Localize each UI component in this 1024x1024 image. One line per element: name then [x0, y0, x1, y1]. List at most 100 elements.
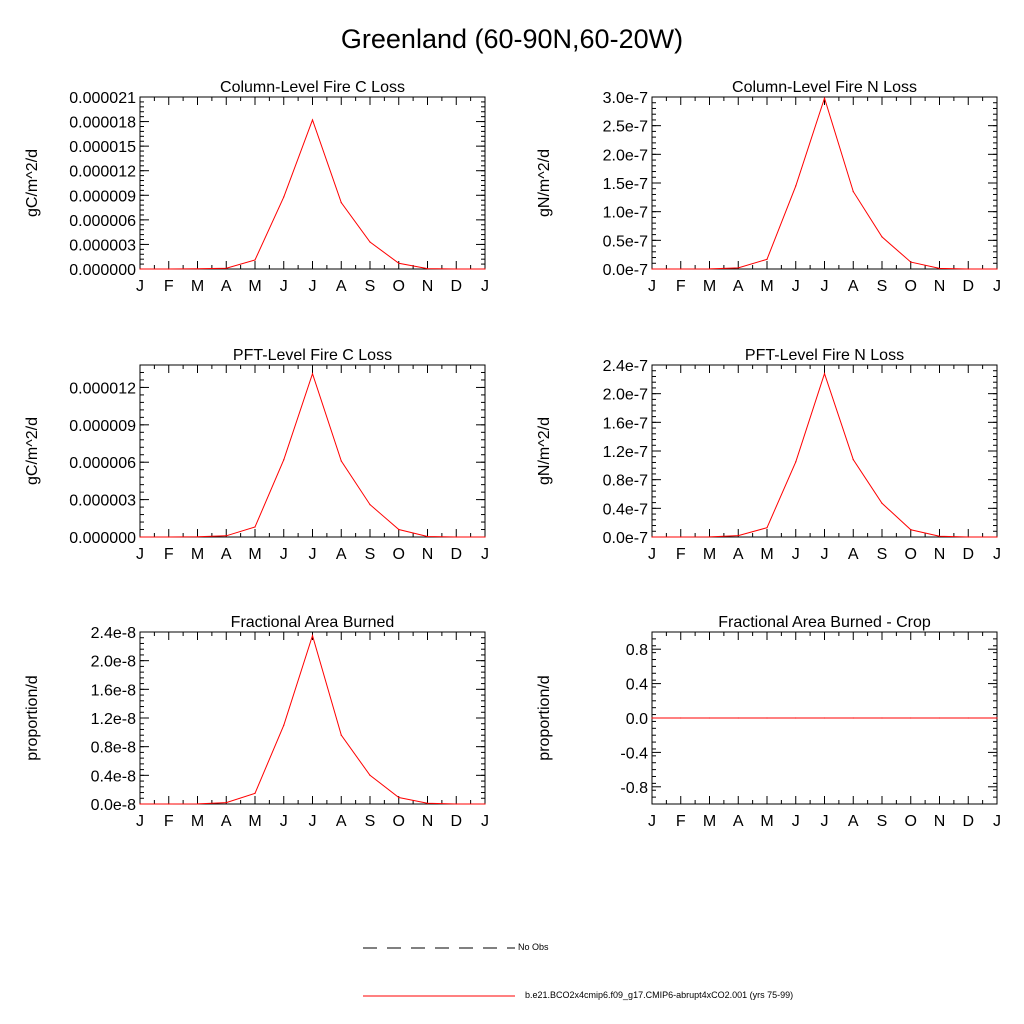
data-point	[196, 536, 199, 538]
legend-label-no-obs: No Obs	[518, 942, 549, 952]
data-point	[910, 717, 912, 719]
x-tick-label: J	[993, 813, 1001, 830]
data-point	[455, 268, 457, 270]
x-tick-label: J	[136, 278, 144, 295]
x-tick-label: M	[248, 813, 261, 830]
x-tick-label: J	[648, 813, 656, 830]
data-point	[168, 803, 170, 805]
data-point	[881, 236, 883, 238]
x-tick-label: J	[821, 546, 829, 563]
x-tick-label: M	[248, 546, 261, 563]
legend-label-model: b.e21.BCO2x4cmip6.f09_g17.CMIP6-abrupt4x…	[525, 990, 794, 1000]
data-point	[910, 261, 912, 263]
y-axis-label: gN/m^2/d	[536, 149, 553, 217]
data-point	[283, 724, 285, 726]
data-point	[823, 373, 826, 375]
y-tick-label: 0.0e-7	[603, 530, 648, 547]
chart-title: Column-Level Fire C Loss	[220, 79, 405, 96]
data-point	[168, 268, 170, 270]
data-point	[996, 268, 998, 270]
data-point	[139, 536, 141, 538]
x-tick-label: M	[703, 813, 716, 830]
data-point	[369, 241, 371, 243]
y-tick-label: 0.000006	[69, 213, 136, 230]
x-tick-label: A	[733, 546, 744, 563]
data-point	[340, 460, 342, 462]
x-tick-label: J	[481, 546, 489, 563]
y-tick-label: 1.6e-7	[603, 415, 648, 432]
x-tick-label: M	[760, 813, 773, 830]
data-point	[283, 196, 285, 198]
x-tick-label: N	[934, 546, 946, 563]
data-point	[254, 792, 256, 794]
data-point	[398, 262, 400, 264]
y-tick-label: 0.000012	[69, 164, 136, 181]
y-tick-label: -0.8	[620, 780, 648, 797]
chart-title: PFT-Level Fire N Loss	[745, 347, 904, 364]
chart-panel-6: Fractional Area Burned - Crop proportion/…	[536, 614, 1001, 830]
data-point	[737, 267, 739, 269]
x-tick-label: A	[221, 278, 232, 295]
data-point	[455, 803, 457, 805]
x-tick-label: S	[877, 546, 888, 563]
x-tick-label: N	[422, 546, 434, 563]
x-tick-label: J	[309, 546, 317, 563]
y-axis-label: proportion/d	[536, 675, 553, 760]
x-tick-label: F	[164, 278, 174, 295]
data-point	[996, 717, 998, 719]
x-tick-label: D	[450, 546, 462, 563]
data-point	[823, 97, 826, 99]
x-tick-label: A	[336, 813, 347, 830]
x-tick-label: M	[191, 278, 204, 295]
data-point	[680, 268, 682, 270]
data-point	[910, 529, 912, 531]
x-tick-label: J	[280, 813, 288, 830]
y-tick-label: 1.2e-7	[603, 444, 648, 461]
x-tick-label: A	[221, 813, 232, 830]
data-point	[426, 802, 429, 804]
data-point	[225, 267, 227, 269]
data-point	[795, 185, 797, 187]
data-point	[225, 801, 227, 804]
x-tick-label: M	[760, 546, 773, 563]
x-tick-label: J	[792, 813, 800, 830]
x-tick-label: O	[393, 546, 405, 563]
y-tick-label: 0.0e-7	[603, 262, 648, 279]
x-tick-label: J	[280, 278, 288, 295]
x-tick-label: J	[792, 278, 800, 295]
data-point	[938, 535, 941, 537]
x-tick-label: S	[365, 278, 376, 295]
data-point	[967, 717, 969, 719]
y-tick-label: 3.0e-7	[603, 90, 648, 107]
data-point	[139, 268, 141, 270]
x-tick-label: M	[703, 278, 716, 295]
chart-title: Fractional Area Burned	[231, 614, 395, 631]
data-point	[455, 536, 457, 538]
data-point	[311, 373, 314, 375]
data-point	[680, 536, 682, 538]
x-tick-label: J	[481, 278, 489, 295]
data-point	[168, 536, 170, 538]
data-point	[881, 717, 883, 719]
y-tick-label: 1.5e-7	[603, 176, 648, 193]
x-tick-label: J	[993, 546, 1001, 563]
x-tick-label: A	[733, 278, 744, 295]
x-tick-label: M	[191, 546, 204, 563]
y-axis-label: gC/m^2/d	[24, 417, 41, 485]
data-point	[795, 461, 797, 463]
x-tick-label: A	[221, 546, 232, 563]
y-tick-label: 1.2e-8	[91, 711, 136, 728]
y-tick-label: 0.000015	[69, 139, 136, 156]
data-point	[708, 536, 711, 538]
data-point	[651, 268, 653, 270]
data-point	[426, 535, 429, 538]
data-point	[852, 717, 854, 719]
y-tick-label: 0.000006	[69, 455, 136, 472]
data-point	[484, 803, 486, 805]
data-point	[823, 717, 826, 719]
